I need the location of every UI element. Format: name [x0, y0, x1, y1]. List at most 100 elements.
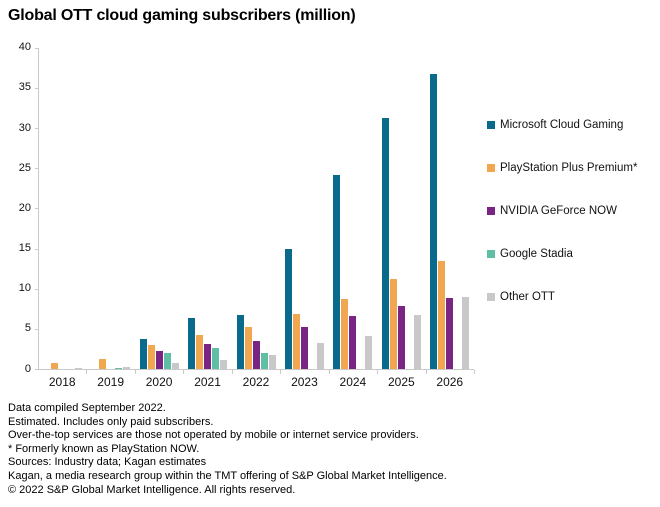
bar-nvidia-geforce-now-2025 — [398, 306, 405, 369]
footnote-line: Sources: Industry data; Kagan estimates — [8, 456, 207, 469]
y-axis-tick-label: 10 — [18, 282, 31, 295]
bar-playstation-plus-premium-2020 — [148, 345, 155, 369]
x-axis-tick — [183, 370, 184, 374]
bar-other-ott-2023 — [317, 343, 324, 369]
bar-other-ott-2024 — [365, 336, 372, 369]
legend-label: Other OTT — [500, 291, 555, 303]
footnote-line: Kagan, a media research group within the… — [8, 469, 447, 482]
y-axis-tick-label: 15 — [18, 242, 31, 255]
bar-other-ott-2021 — [220, 360, 227, 369]
bar-playstation-plus-premium-2019 — [99, 359, 106, 369]
y-axis-tick-label: 0 — [24, 362, 31, 375]
y-axis-tick — [35, 47, 38, 49]
x-axis-tick — [377, 370, 378, 374]
x-axis-tick-label: 2025 — [387, 375, 415, 389]
footnote-line: Over-the-top services are those not oper… — [8, 429, 419, 442]
x-axis-tick — [329, 370, 330, 374]
footnote-line: Data compiled September 2022. — [8, 402, 166, 414]
bar-playstation-plus-premium-2021 — [196, 335, 203, 369]
bar-other-ott-2018 — [75, 368, 82, 369]
bar-other-ott-2025 — [414, 315, 421, 369]
x-axis-tick-label: 2024 — [339, 375, 367, 389]
bar-microsoft-cloud-gaming-2023 — [285, 249, 292, 369]
y-axis-tick — [35, 328, 38, 330]
legend-label: Microsoft Cloud Gaming — [500, 119, 624, 131]
plot-area: 0 5 10 15 20 25 30 35 40 2018 2019 2020 2021 2022 202… — [18, 41, 475, 389]
legend-item-other-ott: Other OTT — [487, 291, 555, 303]
bar-playstation-plus-premium-2022 — [245, 327, 252, 369]
x-axis-tick-label: 2019 — [97, 375, 124, 389]
y-axis-tick — [35, 87, 38, 89]
x-axis-tick — [232, 370, 233, 374]
bar-nvidia-geforce-now-2021 — [204, 344, 211, 369]
legend-item-google-stadia: Google Stadia — [487, 248, 573, 260]
bar-google-stadia-2020 — [164, 353, 171, 369]
bar-playstation-plus-premium-2023 — [293, 314, 300, 369]
x-axis-tick-label: 2026 — [436, 375, 464, 389]
bar-other-ott-2026 — [462, 297, 469, 369]
y-axis-tick-label: 20 — [18, 201, 31, 214]
y-axis-tick-label: 5 — [24, 322, 31, 335]
y-axis-tick — [35, 128, 38, 130]
legend-swatch-icon — [487, 250, 495, 258]
bar-playstation-plus-premium-2026 — [438, 261, 445, 369]
y-axis-tick-label: 35 — [18, 81, 31, 94]
legend-swatch-icon — [487, 293, 495, 301]
bar-playstation-plus-premium-2018 — [51, 363, 58, 369]
bar-nvidia-geforce-now-2022 — [253, 341, 260, 369]
bar-microsoft-cloud-gaming-2026 — [430, 74, 437, 369]
y-axis-tick — [35, 288, 38, 290]
y-axis-tick — [35, 168, 38, 170]
y-axis-tick-label: 40 — [18, 41, 31, 54]
bar-other-ott-2022 — [269, 355, 276, 369]
bar-google-stadia-2019 — [115, 368, 122, 369]
legend-label: PlayStation Plus Premium* — [500, 162, 638, 174]
legend-label: Google Stadia — [500, 248, 573, 260]
bar-nvidia-geforce-now-2023 — [301, 327, 308, 369]
x-axis-tick-label: 2020 — [145, 375, 173, 389]
bar-playstation-plus-premium-2024 — [341, 299, 348, 369]
bar-microsoft-cloud-gaming-2024 — [333, 175, 340, 369]
x-axis-tick — [426, 370, 427, 374]
y-axis-tick-label: 25 — [18, 161, 31, 174]
y-axis-tick — [35, 208, 38, 210]
bar-google-stadia-2022 — [261, 353, 268, 369]
x-axis-tick — [280, 370, 281, 374]
legend-item-playstation-plus-premium: PlayStation Plus Premium* — [487, 162, 637, 174]
bar-other-ott-2019 — [123, 367, 130, 369]
legend-item-nvidia-geforce-now: NVIDIA GeForce NOW — [487, 205, 617, 217]
bar-nvidia-geforce-now-2024 — [349, 316, 356, 369]
y-axis-tick — [35, 248, 38, 250]
bar-playstation-plus-premium-2025 — [390, 279, 397, 369]
bar-microsoft-cloud-gaming-2021 — [188, 318, 195, 369]
y-axis-line — [38, 47, 39, 370]
bar-google-stadia-2021 — [212, 348, 219, 369]
x-axis-tick — [86, 370, 87, 374]
x-axis-tick-label: 2023 — [291, 375, 318, 389]
chart-title: Global OTT cloud gaming subscribers (mil… — [8, 7, 356, 24]
x-axis-line — [38, 369, 474, 370]
bar-microsoft-cloud-gaming-2022 — [237, 315, 244, 369]
y-axis-tick — [35, 369, 38, 370]
footnote-line: © 2022 S&P Global Market Intelligence. A… — [8, 483, 296, 496]
bar-other-ott-2020 — [172, 363, 179, 369]
y-axis-tick-label: 30 — [18, 121, 31, 134]
legend-label: NVIDIA GeForce NOW — [500, 205, 617, 217]
legend-item-microsoft-cloud-gaming: Microsoft Cloud Gaming — [487, 119, 623, 131]
bar-microsoft-cloud-gaming-2025 — [382, 118, 389, 369]
x-axis-tick-label: 2021 — [194, 375, 221, 389]
legend-swatch-icon — [487, 164, 495, 172]
footnote-line: Estimated. Includes only paid subscriber… — [8, 415, 214, 428]
x-axis-tick-label: 2022 — [242, 375, 270, 389]
bar-nvidia-geforce-now-2020 — [156, 351, 163, 369]
x-axis-tick-label: 2018 — [48, 375, 76, 389]
x-axis-tick — [474, 370, 475, 374]
x-axis-tick — [135, 370, 136, 374]
bar-microsoft-cloud-gaming-2020 — [140, 339, 147, 369]
footnotes: Data compiled September 2022. Estimated. … — [8, 402, 447, 497]
legend-swatch-icon — [487, 207, 495, 215]
legend-swatch-icon — [487, 121, 495, 129]
bar-nvidia-geforce-now-2026 — [446, 298, 453, 369]
footnote-line: * Formerly known as PlayStation NOW. — [8, 442, 200, 455]
